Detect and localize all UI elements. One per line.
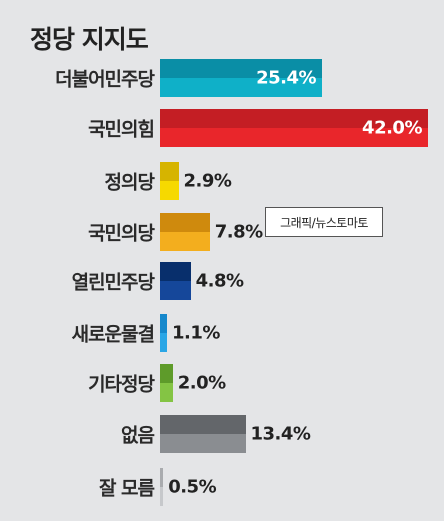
bar	[160, 109, 428, 147]
category-label: 국민의당	[88, 222, 155, 245]
bar	[160, 364, 173, 402]
value-label: 1.1%	[172, 322, 220, 344]
value-label: 42.0%	[362, 117, 422, 139]
bar-bottom-shade	[160, 487, 164, 506]
value-label: 0.5%	[168, 476, 217, 498]
value-label: 2.9%	[183, 170, 232, 192]
bar	[160, 59, 323, 97]
value-label: 13.4%	[250, 423, 311, 445]
bar	[160, 468, 164, 506]
category-label: 정의당	[104, 171, 155, 194]
bar-bottom-shade	[160, 78, 323, 97]
bar-top-shade	[160, 109, 428, 128]
bar	[160, 162, 179, 200]
chart-title: 정당 지지도	[30, 25, 149, 54]
graphic-credit: 그래픽/뉴스토마토	[265, 207, 383, 237]
bar	[160, 314, 168, 352]
category-label: 새로운물결	[71, 323, 155, 346]
value-label: 25.4%	[256, 67, 317, 89]
category-label: 더불어민주당	[55, 68, 155, 91]
bar-top-shade	[160, 213, 210, 232]
bar-top-shade	[160, 162, 179, 181]
bar-bottom-shade	[160, 333, 168, 352]
bar-top-shade	[160, 262, 191, 281]
bar-top-shade	[160, 415, 246, 434]
bar	[160, 415, 246, 453]
bar-top-shade	[160, 59, 323, 78]
value-label: 7.8%	[214, 221, 263, 243]
bar-bottom-shade	[160, 181, 179, 200]
bar-bottom-shade	[160, 383, 173, 402]
category-label: 없음	[121, 424, 155, 447]
bar-bottom-shade	[160, 281, 191, 300]
bar-bottom-shade	[160, 128, 428, 147]
category-label: 국민의힘	[88, 118, 155, 141]
bar-bottom-shade	[160, 232, 210, 251]
category-label: 기타정당	[88, 373, 155, 396]
value-label: 4.8%	[195, 270, 244, 292]
category-label: 잘 모름	[98, 477, 155, 500]
bar-top-shade	[160, 364, 173, 383]
bar	[160, 262, 191, 300]
bar-top-shade	[160, 314, 168, 333]
bar-bottom-shade	[160, 434, 246, 453]
bar-top-shade	[160, 468, 164, 487]
bar	[160, 213, 210, 251]
value-label: 2.0%	[177, 372, 226, 394]
category-label: 열린민주당	[71, 271, 155, 294]
